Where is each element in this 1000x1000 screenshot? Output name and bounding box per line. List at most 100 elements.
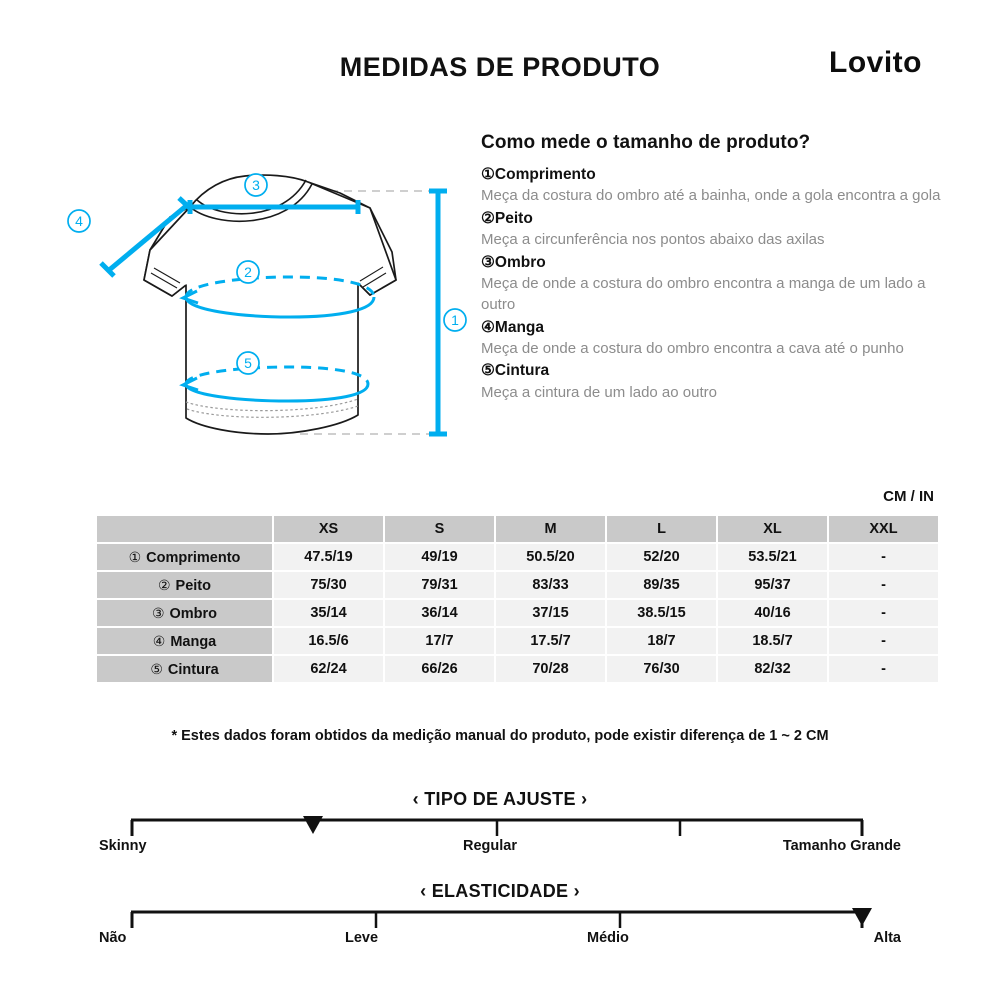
- waist-measure-5: [179, 365, 370, 403]
- shirt-measurement-diagram: 3 4 1 2 5: [40, 160, 470, 460]
- table-row: ② Peito 75/30 79/31 83/33 89/35 95/37 -: [97, 572, 938, 598]
- row-label-comprimento: ① Comprimento: [97, 544, 272, 570]
- column-header-m: M: [496, 516, 605, 542]
- measure-desc-5: Meça a cintura de um lado ao outro: [481, 383, 717, 401]
- cell-comprimento-xl: 53.5/21: [718, 544, 827, 570]
- fit-scale-labels: Skinny Regular Tamanho Grande: [95, 838, 907, 860]
- measure-num-1: ①: [481, 166, 495, 183]
- how-to-measure-title: Como mede o tamanho de produto?: [481, 132, 811, 153]
- row-num-4: ④: [152, 632, 166, 649]
- measure-num-5: ⑤: [481, 362, 495, 380]
- row-name-2: Peito: [175, 577, 211, 594]
- callout-circles: 3 4 1 2 5: [67, 173, 467, 375]
- cell-cintura-s: 66/26: [385, 656, 494, 682]
- row-num-3: ③: [151, 604, 165, 621]
- cell-cintura-xs: 62/24: [274, 656, 383, 682]
- measure-num-4: ④: [481, 318, 495, 336]
- table-row: ③ Ombro 35/14 36/14 37/15 38.5/15 40/16 -: [97, 600, 938, 626]
- measure-term-5: ⑤Cintura: [481, 361, 941, 381]
- svg-text:2: 2: [244, 264, 252, 280]
- column-header-xl: XL: [718, 516, 827, 542]
- elastic-label-leve: Leve: [345, 930, 379, 946]
- cell-peito-s: 79/31: [385, 572, 494, 598]
- cell-ombro-xs: 35/14: [274, 600, 383, 626]
- size-table: XS S M L XL XXL ① Comprimento 47.5/19 49/…: [95, 514, 940, 684]
- callout-5-waist: 5: [236, 351, 260, 375]
- row-name-4: Manga: [170, 633, 217, 650]
- fit-scale-marker: [303, 816, 323, 834]
- table-row: ④ Manga 16.5/6 17/7 17.5/7 18/7 18.5/7 -: [97, 628, 938, 654]
- measure-name-3: Ombro: [494, 253, 546, 271]
- cell-ombro-xl: 40/16: [718, 600, 827, 626]
- fit-label-regular: Regular: [463, 838, 517, 854]
- column-header-l: L: [607, 516, 716, 542]
- cell-manga-xs: 16.5/6: [274, 628, 383, 654]
- page-title: MEDIDAS DE PRODUTO: [339, 52, 661, 82]
- chest-measure-2: [179, 275, 376, 319]
- row-num-1: ①: [128, 548, 142, 565]
- how-to-measure-section: Como mede o tamanho de produto? ①Comprim…: [481, 132, 941, 404]
- measurement-footnote: * Estes dados foram obtidos da medição m…: [171, 728, 829, 744]
- svg-text:5: 5: [244, 355, 252, 371]
- measure-desc-2: Meça a circunferência nos pontos abaixo …: [481, 231, 825, 249]
- column-header-xxl: XXL: [829, 516, 938, 542]
- elasticity-scale-title: ‹ ELASTICIDADE ›: [420, 881, 580, 901]
- column-header-s: S: [385, 516, 494, 542]
- row-num-5: ⑤: [150, 660, 163, 677]
- sleeve-measure-4: [99, 196, 194, 278]
- units-label: CM / IN: [883, 488, 934, 505]
- fit-scale-ruler: [130, 816, 864, 836]
- measure-desc-4: Meça de onde a costura do ombro encontra…: [481, 340, 904, 357]
- cell-comprimento-l: 52/20: [607, 544, 716, 570]
- measure-name-5: Cintura: [494, 362, 550, 380]
- row-label-cintura: ⑤ Cintura: [97, 656, 272, 682]
- shirt-diagram-svg: 3 4 1 2 5: [67, 173, 467, 437]
- cell-peito-m: 83/33: [496, 572, 605, 598]
- svg-text:4: 4: [75, 213, 83, 229]
- fit-label-large: Tamanho Grande: [782, 838, 901, 854]
- measure-name-2: Peito: [494, 209, 533, 227]
- measure-num-3: ③: [481, 253, 495, 271]
- table-corner-cell: [97, 516, 272, 542]
- cell-manga-m: 17.5/7: [496, 628, 605, 654]
- measure-name-4: Manga: [494, 318, 544, 336]
- cell-cintura-xxl: -: [829, 656, 938, 682]
- cell-peito-xl: 95/37: [718, 572, 827, 598]
- shirt-outline: [143, 174, 397, 435]
- length-measure-1: [429, 188, 447, 437]
- column-header-xs: XS: [274, 516, 383, 542]
- cell-peito-l: 89/35: [607, 572, 716, 598]
- cell-ombro-l: 38.5/15: [607, 600, 716, 626]
- row-label-peito: ② Peito: [97, 572, 272, 598]
- cell-peito-xs: 75/30: [274, 572, 383, 598]
- svg-text:3: 3: [252, 177, 260, 193]
- cell-manga-xxl: -: [829, 628, 938, 654]
- row-name-5: Cintura: [167, 661, 219, 678]
- row-num-2: ②: [157, 576, 171, 593]
- table-row: ⑤ Cintura 62/24 66/26 70/28 76/30 82/32 -: [97, 656, 938, 682]
- cell-ombro-m: 37/15: [496, 600, 605, 626]
- measure-term-3: ③Ombro: [481, 253, 941, 273]
- fit-label-skinny: Skinny: [99, 838, 147, 854]
- cell-manga-l: 18/7: [607, 628, 716, 654]
- measure-num-2: ②: [481, 209, 495, 227]
- cell-cintura-m: 70/28: [496, 656, 605, 682]
- measure-term-4: ④Manga: [481, 318, 941, 338]
- cell-comprimento-xs: 47.5/19: [274, 544, 383, 570]
- elastic-label-alta: Alta: [873, 930, 901, 946]
- row-label-ombro: ③ Ombro: [97, 600, 272, 626]
- measure-name-1: Comprimento: [494, 166, 596, 183]
- cell-comprimento-xxl: -: [829, 544, 938, 570]
- fit-scale-title: ‹ TIPO DE AJUSTE ›: [412, 789, 588, 809]
- table-header-row: XS S M L XL XXL: [97, 516, 938, 542]
- measure-term-2: ②Peito: [481, 209, 941, 229]
- elasticity-scale-labels: Não Leve Médio Alta: [95, 930, 907, 952]
- row-name-1: Comprimento: [146, 549, 241, 566]
- cell-cintura-xl: 82/32: [718, 656, 827, 682]
- elasticity-scale-marker: [852, 908, 872, 926]
- measure-desc-1: Meça da costura do ombro até a bainha, o…: [481, 187, 941, 205]
- svg-text:1: 1: [451, 312, 459, 328]
- measure-desc-3: Meça de onde a costura do ombro encontra…: [481, 274, 926, 314]
- table-row: ① Comprimento 47.5/19 49/19 50.5/20 52/20…: [97, 544, 938, 570]
- cell-comprimento-m: 50.5/20: [496, 544, 605, 570]
